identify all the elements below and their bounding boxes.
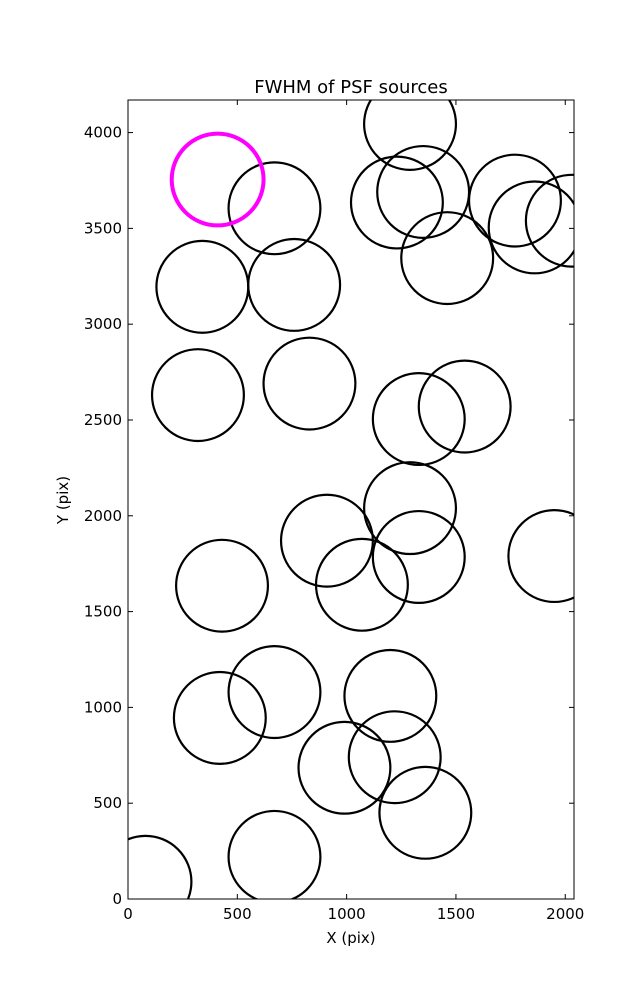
- psf-source-circle: [172, 670, 267, 765]
- psf-source-circle: [349, 155, 444, 250]
- psf-source-circle: [378, 765, 473, 860]
- psf-source-circle: [507, 509, 574, 604]
- x-axis: 0 500 1000 1500 2000: [123, 100, 584, 923]
- psf-source-circle: [487, 180, 574, 275]
- chart-title: FWHM of PSF sources: [254, 77, 448, 98]
- psf-source-circle: [247, 237, 342, 332]
- y-tick-label: 1000: [84, 698, 122, 716]
- psf-source-circle: [363, 100, 458, 171]
- psf-source-circle: [174, 538, 270, 633]
- source-markers: [128, 100, 574, 899]
- psf-source-circle: [371, 509, 466, 604]
- psf-source-circle: [227, 809, 322, 899]
- psf-source-circle: [314, 537, 409, 632]
- y-axis-title: Y (pix): [54, 476, 72, 525]
- psf-source-circle: [363, 461, 458, 556]
- x-tick-label: 2000: [546, 905, 584, 923]
- x-tick-label: 500: [223, 905, 252, 923]
- psf-source-circle: [128, 834, 193, 899]
- psf-source-circle: [417, 359, 512, 454]
- psf-source-circle: [227, 161, 322, 256]
- y-tick-label: 1500: [84, 603, 122, 621]
- y-tick-label: 2500: [84, 411, 122, 429]
- psf-source-circle: [227, 645, 322, 740]
- y-tick-label: 0: [112, 890, 122, 908]
- x-tick-label: 1000: [328, 905, 366, 923]
- psf-source-circle: [262, 336, 357, 431]
- psf-source-circle: [297, 720, 392, 815]
- y-axis: 0 500 1000 1500 2000 2500 3000 3500 4000: [84, 124, 574, 908]
- psf-source-circle: [524, 173, 574, 268]
- plot-frame: [127, 99, 575, 900]
- psf-source-circle: [150, 348, 245, 443]
- psf-source-circle: [155, 239, 250, 334]
- psf-source-circle: [371, 372, 466, 467]
- x-tick-label: 0: [123, 905, 133, 923]
- x-axis-title: X (pix): [326, 929, 375, 947]
- highlighted-source-circle: [169, 131, 266, 228]
- x-tick-label: 1500: [437, 905, 475, 923]
- psf-source-circle: [343, 648, 438, 743]
- psf-source-circle: [279, 493, 374, 588]
- y-tick-label: 500: [93, 794, 122, 812]
- psf-source-circle: [400, 211, 495, 306]
- y-tick-label: 2000: [84, 507, 122, 525]
- y-tick-label: 3500: [84, 219, 122, 237]
- psf-source-circle: [376, 144, 471, 239]
- psf-source-circle: [347, 710, 442, 805]
- y-tick-label: 3000: [84, 315, 122, 333]
- psf-source-circle: [467, 153, 562, 248]
- y-tick-label: 4000: [84, 124, 122, 142]
